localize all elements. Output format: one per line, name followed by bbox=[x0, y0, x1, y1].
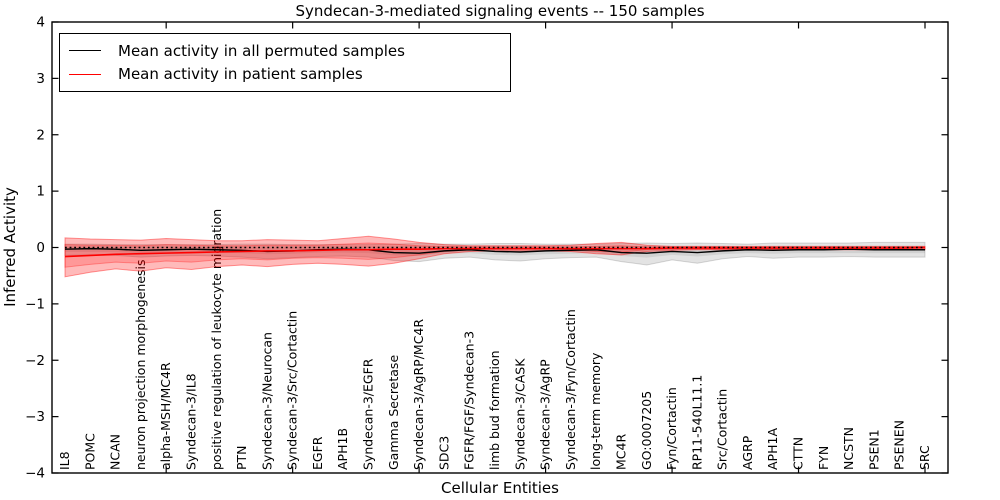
plot-frame bbox=[51, 21, 949, 474]
x-tick-label: Src/Cortactin bbox=[715, 389, 730, 470]
x-tick-label: neuron projection morphogenesis bbox=[133, 259, 148, 470]
x-tick-label: limb bud formation bbox=[487, 350, 502, 470]
x-tick-label: Gamma Secretase bbox=[386, 355, 401, 470]
y-tick-label: 3 bbox=[36, 71, 45, 87]
legend-entry-permuted: Mean activity in all permuted samples bbox=[60, 42, 510, 60]
y-tick-label: −3 bbox=[25, 409, 45, 425]
x-tick-label: SDC3 bbox=[436, 436, 451, 470]
x-tick-label: Syndecan-3/Fyn/Cortactin bbox=[563, 309, 578, 470]
x-tick-label: NCAN bbox=[108, 434, 123, 470]
chart-title: Syndecan-3-mediated signaling events -- … bbox=[295, 2, 705, 20]
x-tick-label: MC4R bbox=[613, 434, 628, 470]
x-tick-label: FYN bbox=[816, 446, 831, 470]
x-tick-label: RP11-540L11.1 bbox=[689, 375, 704, 470]
y-tick-label: 2 bbox=[36, 127, 45, 143]
black-line-swatch-icon bbox=[69, 50, 101, 52]
x-tick-label: FGFR/FGF/Syndecan-3 bbox=[462, 331, 477, 470]
y-tick-label: 0 bbox=[36, 240, 45, 256]
x-tick-label: AGRP bbox=[740, 435, 755, 470]
x-tick-label: PSENEN bbox=[892, 420, 907, 470]
x-tick-label: EGFR bbox=[310, 436, 325, 470]
x-tick-label: PSEN1 bbox=[866, 429, 881, 470]
x-tick-label: Syndecan-3/AgRP bbox=[538, 359, 553, 470]
y-tick-label: 1 bbox=[36, 184, 45, 200]
legend-label-patient: Mean activity in patient samples bbox=[118, 65, 363, 84]
x-tick-label: GO:0007205 bbox=[639, 391, 654, 470]
x-axis-title: Cellular Entities bbox=[441, 479, 559, 497]
x-tick-labels: IL8 POMC NCAN neuron projection morphogenes… bbox=[57, 209, 932, 470]
y-tick-label: −4 bbox=[25, 466, 45, 482]
y-tick-label: −1 bbox=[25, 296, 45, 312]
x-tick-label: SRC bbox=[917, 445, 932, 470]
legend-entry-patient: Mean activity in patient samples bbox=[60, 65, 510, 83]
red-line-swatch-icon bbox=[69, 73, 101, 75]
x-tick-label: Fyn/Cortactin bbox=[664, 387, 679, 470]
x-tick-label: APH1B bbox=[335, 428, 350, 470]
x-tick-label: alpha-MSH/MC4R bbox=[158, 362, 173, 470]
x-tick-label: APH1A bbox=[765, 428, 780, 470]
x-tick-label: Syndecan-3/EGFR bbox=[361, 358, 376, 470]
x-tick-label: PTN bbox=[234, 445, 249, 470]
x-tick-label: Syndecan-3/AgRP/MC4R bbox=[411, 319, 426, 470]
legend-label-permuted: Mean activity in all permuted samples bbox=[118, 41, 405, 60]
legend: Mean activity in all permuted samples Me… bbox=[59, 33, 511, 92]
x-tick-label: Syndecan-3/Neurocan bbox=[259, 332, 274, 470]
x-tick-label: CTTN bbox=[791, 437, 806, 470]
patient-mean-line bbox=[64, 246, 926, 258]
x-tick-label: Syndecan-3/Src/Cortactin bbox=[285, 311, 300, 470]
x-tick-label: Syndecan-3/CASK bbox=[512, 358, 527, 470]
y-axis-title: Inferred Activity bbox=[1, 187, 19, 307]
x-tick-label: POMC bbox=[82, 433, 97, 470]
x-tick-label: NCSTN bbox=[841, 427, 856, 470]
y-tick-label: 4 bbox=[36, 15, 45, 31]
permuted-mean-line bbox=[64, 247, 925, 254]
x-tick-label: long-term memory bbox=[588, 352, 603, 470]
x-tick-label: positive regulation of leukocyte migrati… bbox=[209, 209, 224, 470]
y-tick-label: −2 bbox=[25, 353, 45, 369]
y-tick-labels: 4 3 2 1 0 −1 −2 −3 −4 bbox=[25, 15, 45, 482]
x-tick-label: IL8 bbox=[57, 451, 72, 470]
x-tick-label: Syndecan-3/IL8 bbox=[183, 373, 198, 470]
